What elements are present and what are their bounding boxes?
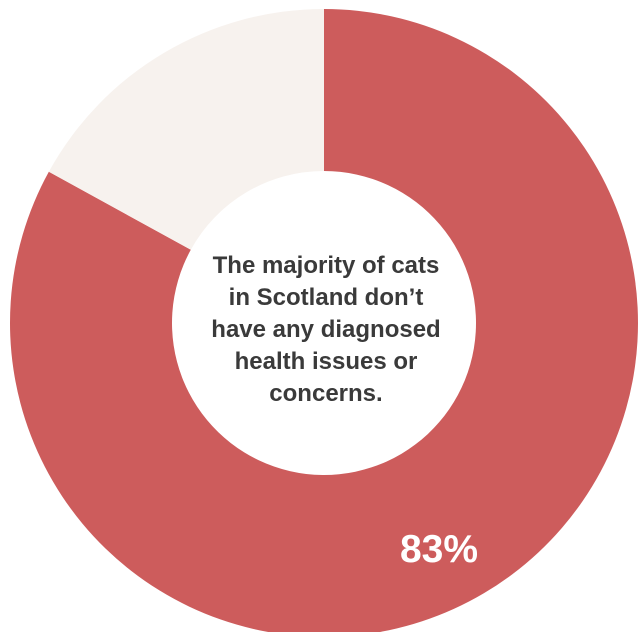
donut-slice-0 (10, 9, 638, 632)
center-caption-line: health issues or (234, 348, 418, 375)
center-caption-line: concerns. (269, 380, 383, 407)
center-caption-line: in Scotland don’t (228, 284, 424, 311)
center-caption-line: The majority of cats (212, 252, 440, 279)
slice-value-label: 83% (399, 528, 479, 571)
center-caption: The majority of cats in Scotland don’t h… (194, 250, 458, 410)
center-caption-line: have any diagnosed (211, 316, 441, 343)
donut-slice-1 (48, 9, 325, 250)
